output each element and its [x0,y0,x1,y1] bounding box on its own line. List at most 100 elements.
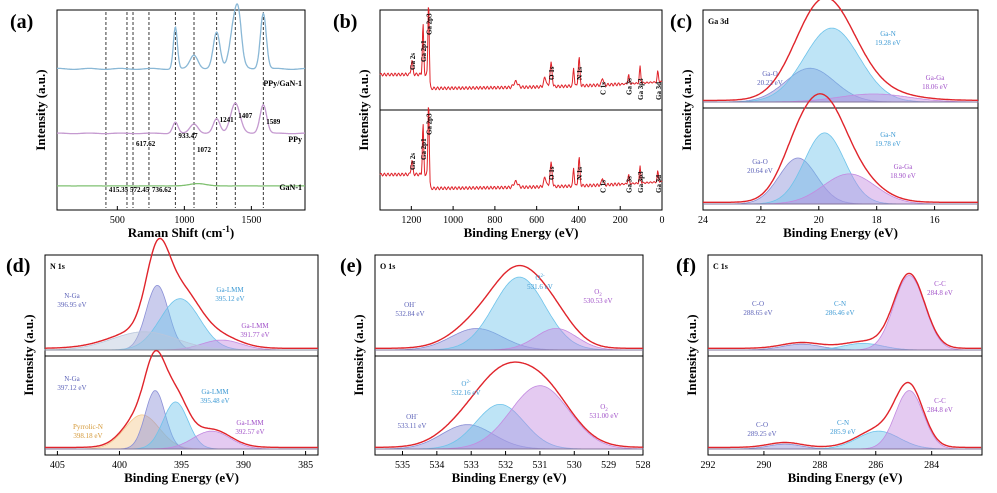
raman-peak-label: 1407 [238,112,253,120]
raman-series-gan-1 [57,182,305,187]
x-tick-label-f: 290 [756,460,771,471]
y-axis-label-c: Intensity (a.u.) [679,69,694,150]
component-name-c: Ga-N [880,131,896,139]
fit-envelope-f-bottom [708,381,982,449]
component-value-f: 289.25 eV [747,430,776,438]
x-tick-label-f: 288 [812,460,827,471]
component-value-e: 533.11 eV [398,422,427,430]
panel-title-d: N 1s [50,262,65,271]
component-value-d: 396.95 eV [57,301,86,309]
panel-e: (e) Intensity (a.u.) 535 534 533 532 531 530 529… [340,254,651,485]
component-name-d: N-Ga [64,375,80,383]
x-tick-label-e: 535 [395,460,410,471]
fit-envelope-c-bottom [703,93,978,203]
raman-peak-label: 1589 [266,118,281,126]
panel-frame-f [707,254,983,456]
raman-peak-label: 415.35 [109,186,129,194]
component-value-e: 530.53 eV [583,297,612,305]
fit-envelope-e-top [375,264,643,349]
raman-series-ppy [57,102,305,135]
component-name-e: OH- [404,301,416,309]
panel-title-c: Ga 3d [708,17,729,26]
x-tick-label-e: 529 [601,460,616,471]
panel-title-e: O 1s [380,262,395,271]
raman-peak-label: 1072 [197,146,212,154]
panel-label-b: (b) [333,11,357,33]
component-value-e: 532.16 eV [451,389,480,397]
survey-peak-label-bottom: Ga 2p1 [420,138,428,160]
component-name-f: C-C [934,280,946,288]
component-name-sup: 2- [466,380,471,385]
component-name-e: O2 [594,288,602,298]
component-name-c: Ga-Ga [894,163,914,171]
survey-peak-label-top: Ga 2s [409,53,417,70]
panel-label-f: (f) [676,255,696,277]
component-name-d: Ga-LMM [241,322,269,330]
panel-b: (b) Intensity (a.u.) 1200 1000 800 600 400 200 0… [333,7,665,240]
x-tick-label-e: 534 [429,460,444,471]
survey-peak-label-top: C 1s [599,82,607,95]
panel-f: (f) Intensity (a.u.) 292 290 288 286 284 Bindin… [676,254,983,485]
component-value-e: 531.6 eV [527,283,553,291]
component-name-d: Ga-LMM [216,286,244,294]
component-name-f: C-O [756,421,768,429]
series-label-ppy: PPy [288,135,302,144]
x-tick-label-b: 1200 [401,215,421,226]
raman-peak-label: 617.62 [136,140,156,148]
component-value-f: 286.46 eV [825,309,854,317]
component-name-e: OH- [406,413,418,421]
component-name-c: Ga-O [752,158,768,166]
survey-peak-label-top: Ga 3p3 [637,78,645,100]
x-axis-label-a-sup: -1 [222,224,230,234]
component-name-c: Ga-O [762,70,778,78]
survey-peak-label-top: Ga 2p1 [420,40,428,62]
component-name-sup: 2- [540,274,545,279]
fit-envelope-e-bottom [375,361,644,448]
x-tick-label-c: 18 [872,215,882,226]
panel-label-e: (e) [340,255,362,277]
raman-peak-label: 736.62 [152,186,172,194]
x-tick-label-f: 284 [924,460,939,471]
component-name-d: Pyrrolic-N [73,423,103,431]
survey-peak-label-bottom: Ga 2s [409,153,417,170]
y-axis-label-e: Intensity (a.u.) [351,314,366,395]
x-tick-label-b: 1000 [443,215,463,226]
x-tick-label-d: 390 [236,460,251,471]
component-name-e: O2 [600,403,608,413]
xps-survey-top [379,7,663,91]
component-name-f: C-N [834,300,846,308]
component-name-sub: 2 [599,293,602,298]
x-tick-label-b: 200 [613,215,628,226]
xps-survey-bottom [379,107,663,191]
x-tick-label-e: 530 [567,460,582,471]
panel-label-c: (c) [670,11,692,33]
x-tick-label-d: 400 [112,460,127,471]
survey-peak-label-top: Ga 3d [655,82,663,100]
fit-envelope-d-bottom [45,349,318,449]
x-tick-label-c: 16 [930,215,940,226]
series-label-gan: GaN-1 [279,183,302,192]
x-tick-label-b: 0 [660,215,665,226]
x-tick-label-a: 1000 [174,215,194,226]
x-tick-label-c: 22 [756,215,766,226]
panel-label-d: (d) [6,255,30,277]
y-axis-label-f: Intensity (a.u.) [684,314,699,395]
x-axis-label-f: Binding Energy (eV) [788,470,903,485]
x-tick-label-d: 395 [174,460,189,471]
x-axis-label-a: Raman Shift (cm-1) [128,224,234,240]
component-value-c: 19.28 eV [875,39,901,47]
survey-peak-label-top: Ga 3s [626,78,634,95]
survey-peak-label-bottom: O 1s [548,166,556,180]
x-tick-label-c: 20 [814,215,824,226]
component-value-f: 285.9 eV [830,428,856,436]
raman-series-ppy-gan-1 [57,3,306,71]
x-tick-label-d: 405 [50,460,65,471]
component-value-e: 532.84 eV [395,310,424,318]
panel-label-a: (a) [10,11,33,33]
x-tick-label-e: 528 [636,460,651,471]
component-name-c: Ga-N [880,30,896,38]
survey-peak-label-bottom: Ga 2p3 [426,113,434,135]
component-value-d: 397.12 eV [57,384,86,392]
x-tick-label-b: 800 [487,215,502,226]
